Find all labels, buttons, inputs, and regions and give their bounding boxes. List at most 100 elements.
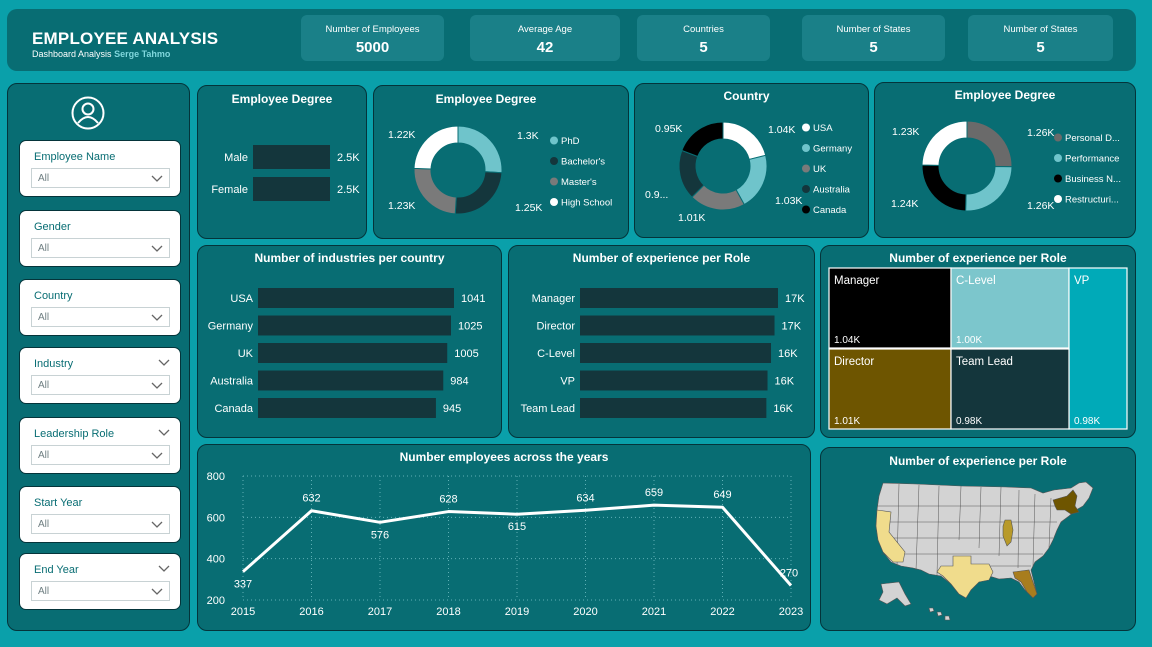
- chevron-down-icon: [151, 521, 163, 528]
- slice-value-label: 0.9...: [645, 189, 668, 201]
- chart-title: Country: [723, 89, 770, 103]
- slice-value-label: 1.03K: [775, 195, 802, 207]
- bar-category-label: C-Level: [537, 348, 575, 360]
- data-point-label: 337: [234, 579, 252, 591]
- treemap-tile-label: Team Lead: [956, 356, 1013, 368]
- slicer-dropdown[interactable]: All: [31, 307, 170, 327]
- slice-value-label: 1.24K: [891, 198, 918, 210]
- chart-title: Number of experience per Role: [889, 251, 1067, 265]
- slicer-label: End Year: [34, 564, 79, 576]
- bar-value-label: 1005: [454, 348, 478, 360]
- treemap-tile: [1068, 267, 1128, 430]
- reason-donut-chart: 1.26K 1.26K 1.24K 1.23K Personal D... Perform…: [891, 120, 1121, 212]
- slicer-leadership-role[interactable]: Leadership Role All: [19, 417, 181, 474]
- reason-donut-panel: Employee Degree 1.26K 1.26K 1.24K 1.23K Pers…: [874, 82, 1136, 238]
- chevron-down-icon: [151, 314, 163, 321]
- state-florida: [1012, 569, 1038, 599]
- chevron-down-icon: [151, 452, 163, 459]
- slicer-country[interactable]: Country All: [19, 279, 181, 336]
- slicer-dropdown[interactable]: All: [31, 168, 170, 188]
- slicer-value: All: [38, 243, 50, 254]
- kpi-value: 5: [699, 39, 708, 56]
- legend-label: USA: [813, 123, 833, 134]
- chevron-down-icon[interactable]: [158, 426, 170, 438]
- legend-marker: [550, 136, 558, 145]
- map-title: Number of experience per Role: [889, 454, 1067, 468]
- kpi-card-average-age: Average Age 42: [470, 15, 620, 61]
- legend-marker: [1054, 154, 1062, 162]
- slicer-start-year[interactable]: Start Year All: [19, 486, 181, 543]
- legend-label: Personal D...: [1065, 133, 1120, 144]
- slice-value-label: 1.26K: [1027, 127, 1054, 139]
- bar-category-label: Team Lead: [521, 403, 575, 415]
- donut-slice: [413, 125, 459, 170]
- chevron-down-icon[interactable]: [158, 562, 170, 574]
- app-subtitle: Dashboard Analysis Serge Tahmo: [32, 49, 170, 59]
- chevron-down-icon[interactable]: [158, 356, 170, 368]
- experience-treemap-panel: Number of experience per Role Manager 1.0…: [820, 245, 1136, 438]
- legend-marker: [1054, 133, 1062, 142]
- x-tick-label: 2021: [642, 606, 666, 618]
- kpi-label: Number of Employees: [325, 24, 420, 35]
- treemap-tile-value: 1.04K: [834, 335, 860, 346]
- bar: [258, 315, 451, 336]
- legend-marker: [802, 205, 810, 214]
- bar-category-label: Canada: [214, 403, 253, 415]
- bar-value-label: 16K: [773, 403, 793, 415]
- kpi-label: Countries: [683, 24, 724, 35]
- employees-line-chart: 200 400 600 800 2015 2016 2017 2018 2019 2020 2021…: [207, 471, 804, 618]
- data-point-label: 634: [576, 492, 594, 504]
- slicer-dropdown[interactable]: All: [31, 238, 170, 258]
- x-tick-label: 2019: [505, 606, 529, 618]
- slicer-employee-name[interactable]: Employee Name All: [19, 140, 181, 197]
- slicer-gender[interactable]: Gender All: [19, 210, 181, 267]
- gender-chart-panel: Employee Degree Male 2.5K Female 2.5K: [197, 85, 367, 239]
- slicer-end-year[interactable]: End Year All: [19, 553, 181, 610]
- bar-category-label: Germany: [208, 321, 254, 333]
- x-tick-label: 2023: [779, 606, 803, 618]
- bar-value-label: 945: [443, 403, 461, 415]
- chart-title: Employee Degree: [435, 92, 537, 106]
- kpi-value: 5000: [355, 39, 390, 56]
- slicer-dropdown[interactable]: All: [31, 445, 170, 465]
- bar-category-label: USA: [230, 293, 253, 305]
- slice-value-label: 1.26K: [1027, 200, 1054, 212]
- data-point-label: 632: [302, 493, 320, 505]
- bar-category-label: Female: [211, 184, 248, 196]
- treemap-tile: [950, 348, 1070, 430]
- slice-value-label: 1.3K: [517, 130, 539, 142]
- state-borders: [877, 483, 1061, 576]
- data-point-label: 628: [439, 494, 457, 506]
- treemap-tile-label: Manager: [834, 275, 880, 287]
- legend-marker: [802, 185, 810, 193]
- slicer-value: All: [38, 519, 50, 530]
- slice-value-label: 1.23K: [892, 126, 919, 138]
- bar-category-label: Manager: [532, 293, 576, 305]
- legend-label: Business N...: [1065, 174, 1121, 185]
- y-tick-label: 800: [207, 471, 225, 483]
- state-california: [875, 509, 906, 563]
- slicer-dropdown[interactable]: All: [31, 375, 170, 395]
- treemap-tile-label: VP: [1074, 275, 1090, 287]
- slicer-label: Industry: [34, 358, 74, 370]
- bar-category-label: Australia: [210, 376, 254, 388]
- x-tick-label: 2022: [710, 606, 734, 618]
- y-tick-label: 200: [207, 595, 225, 607]
- data-point-label: 615: [508, 521, 526, 533]
- industries-per-country-panel: Number of industries per country USA 1041…: [197, 245, 502, 438]
- experience-treemap: Manager 1.04K C-Level 1.00K VP 0.98K Director 1…: [828, 267, 1128, 430]
- slicer-dropdown[interactable]: All: [31, 514, 170, 534]
- treemap-tile-value: 0.98K: [956, 416, 982, 427]
- bar: [580, 315, 775, 336]
- slicer-value: All: [38, 173, 50, 184]
- us-states-map: [875, 481, 1094, 621]
- legend-marker: [550, 177, 558, 186]
- slicer-industry[interactable]: Industry All: [19, 347, 181, 404]
- data-point-label: 576: [371, 529, 389, 541]
- user-circle-icon: [71, 96, 105, 130]
- data-point-label: 270: [780, 568, 798, 580]
- y-tick-label: 600: [207, 512, 225, 524]
- country-donut-chart: 1.04K 1.03K 1.01K 0.9... 0.95K USA Germany UK Au…: [645, 121, 852, 224]
- bar: [580, 398, 767, 418]
- slicer-dropdown[interactable]: All: [31, 581, 170, 601]
